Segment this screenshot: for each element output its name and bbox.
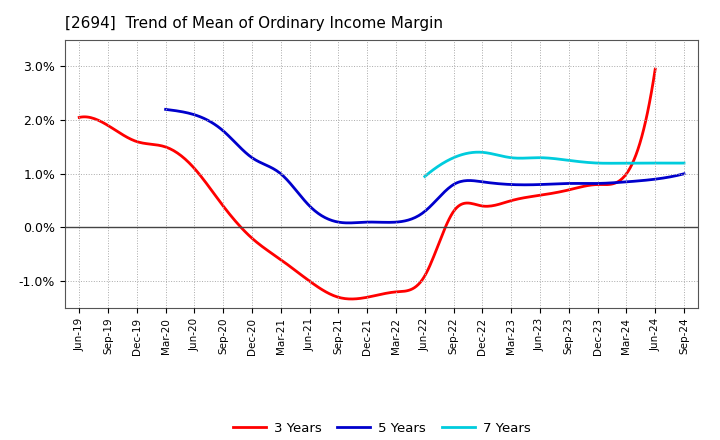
3 Years (346, 297, 355, 302)
5 Years (633, 178, 642, 183)
3 Years (429, 254, 438, 259)
5 Years (163, 107, 171, 112)
Line: 5 Years: 5 Years (166, 110, 684, 223)
7 Years (640, 160, 649, 165)
7 Years (576, 159, 585, 165)
3 Years (562, 188, 571, 193)
5 Years (480, 180, 489, 185)
7 Years (680, 161, 688, 166)
3 Years (418, 277, 426, 282)
5 Years (345, 220, 354, 226)
3 Years (75, 115, 84, 120)
3 Years (77, 114, 86, 120)
7 Years (420, 174, 429, 179)
5 Years (470, 178, 479, 183)
5 Years (472, 178, 480, 183)
7 Years (474, 150, 483, 155)
7 Years (580, 159, 589, 165)
7 Years (421, 173, 430, 178)
7 Years (575, 159, 583, 164)
3 Years (420, 275, 428, 280)
3 Years (599, 182, 608, 187)
Text: [2694]  Trend of Mean of Ordinary Income Margin: [2694] Trend of Mean of Ordinary Income … (65, 16, 443, 32)
5 Years (600, 180, 608, 186)
5 Years (680, 171, 688, 176)
5 Years (161, 107, 170, 112)
Line: 7 Years: 7 Years (425, 152, 684, 176)
Line: 3 Years: 3 Years (79, 69, 655, 299)
Legend: 3 Years, 5 Years, 7 Years: 3 Years, 5 Years, 7 Years (228, 417, 536, 440)
3 Years (651, 66, 660, 72)
7 Years (656, 161, 665, 166)
